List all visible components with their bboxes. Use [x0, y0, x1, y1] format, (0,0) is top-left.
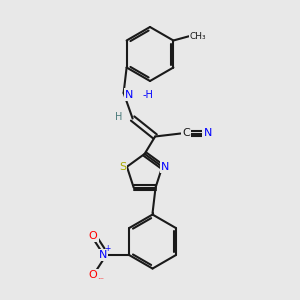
Text: H: H [116, 112, 123, 122]
Text: +: + [105, 244, 111, 253]
Text: N: N [125, 89, 133, 100]
Text: -H: -H [142, 89, 153, 100]
Text: S: S [119, 162, 126, 172]
Text: N: N [99, 250, 107, 260]
Text: N: N [161, 162, 170, 172]
Text: ·⁻: ·⁻ [98, 275, 104, 284]
Text: N: N [203, 128, 212, 139]
Text: O: O [89, 230, 98, 241]
Text: C: C [182, 128, 190, 139]
Text: CH₃: CH₃ [190, 32, 207, 40]
Text: O: O [89, 270, 98, 280]
